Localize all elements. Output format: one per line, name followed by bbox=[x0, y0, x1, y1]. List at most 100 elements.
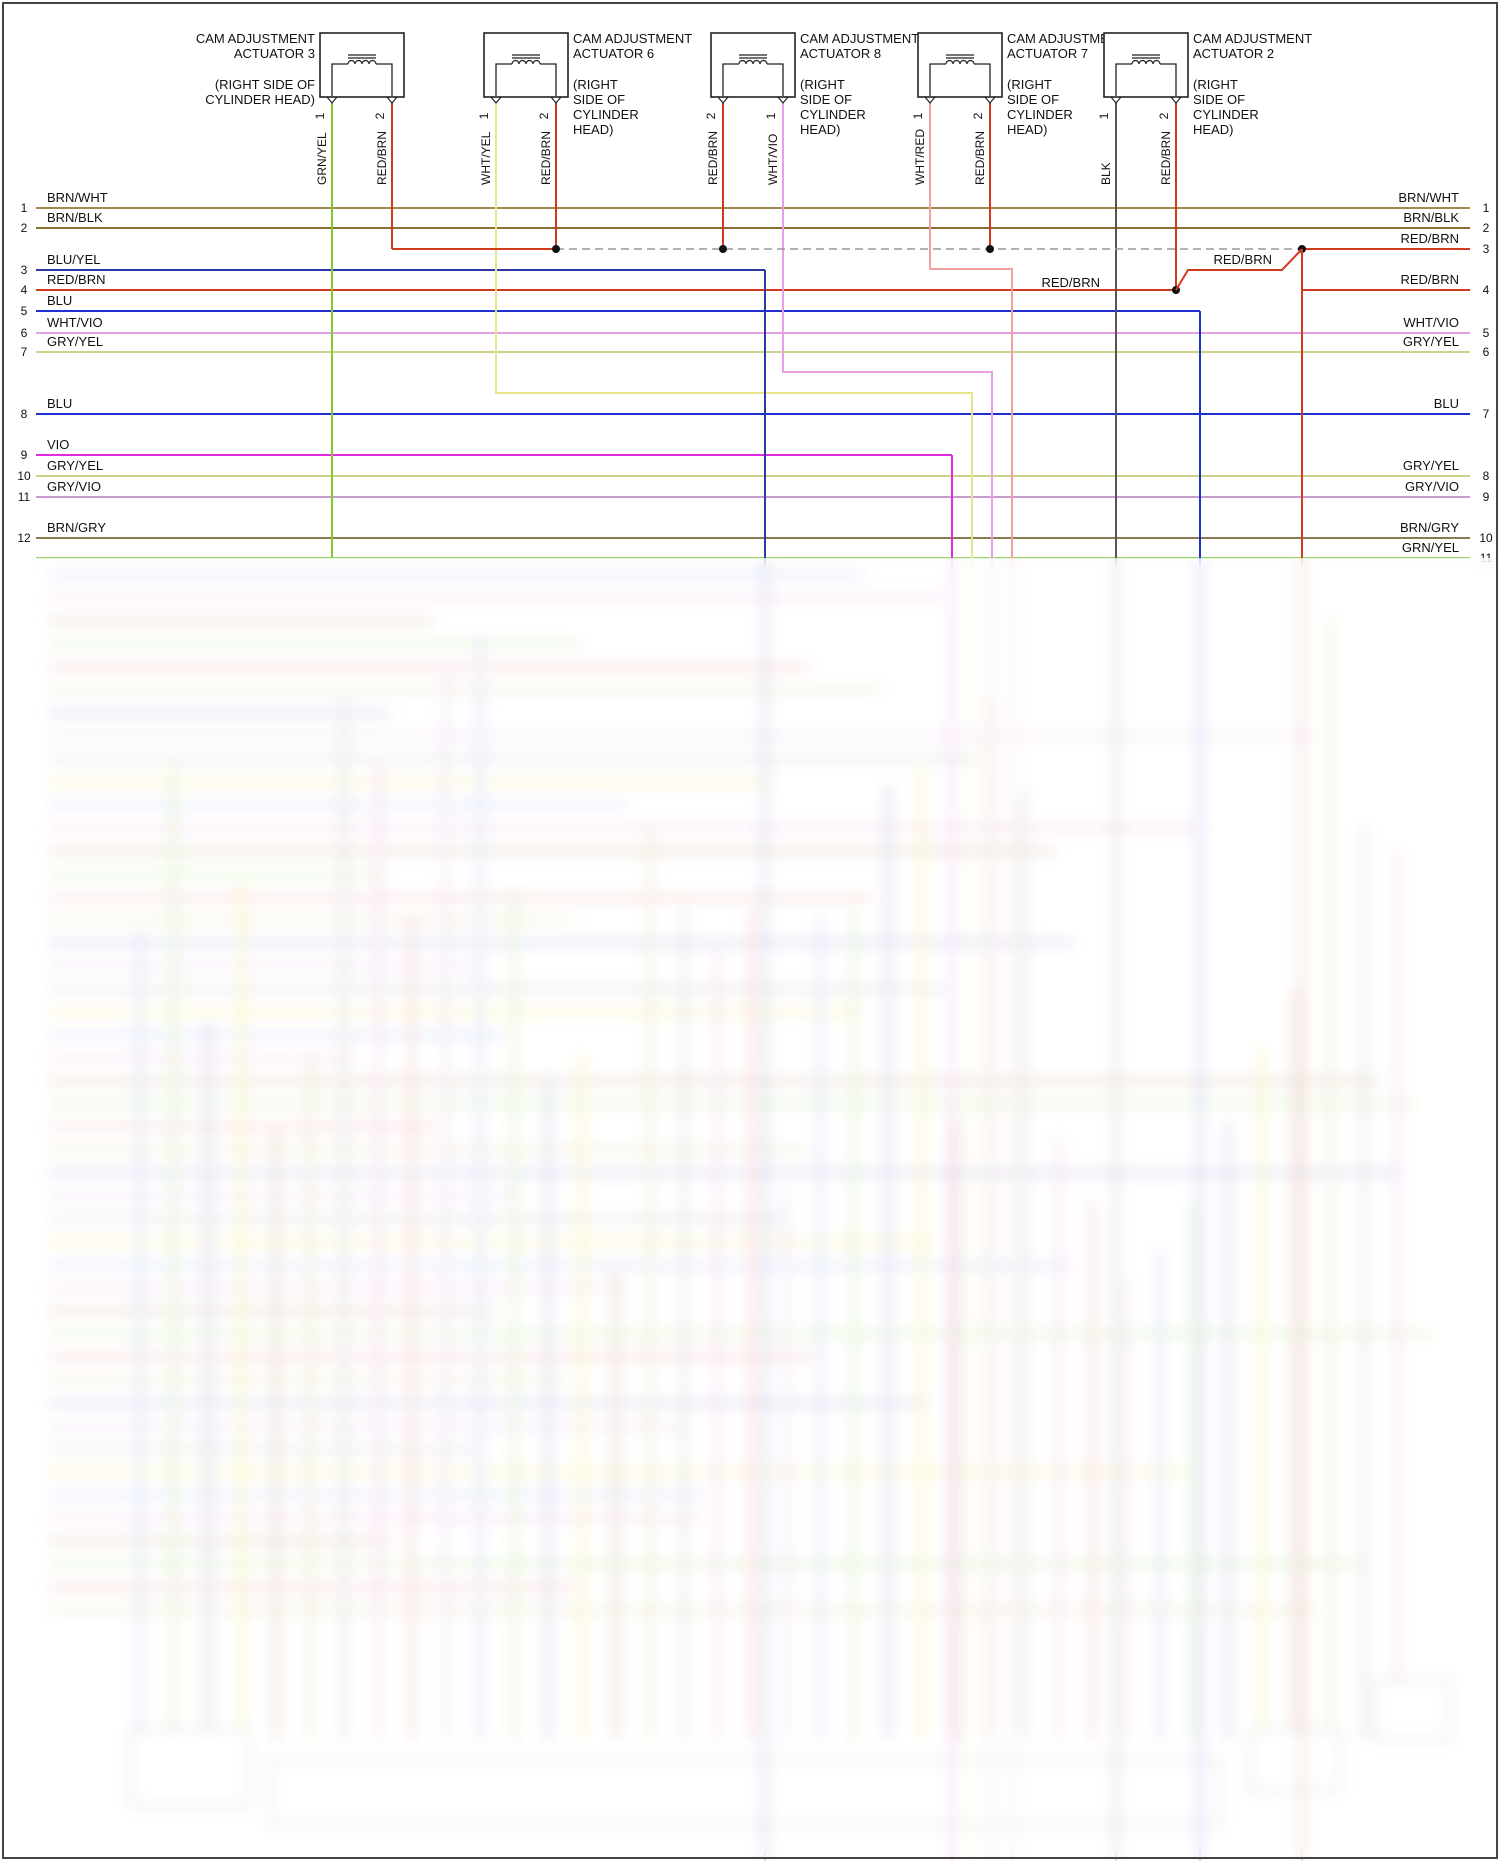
component-location: HEAD) bbox=[800, 122, 840, 137]
pin-number: 1 bbox=[764, 112, 778, 119]
pin-number: 2 bbox=[971, 112, 985, 119]
component-location: CYLINDER bbox=[800, 107, 866, 122]
row-label-right: GRY/YEL bbox=[1403, 458, 1459, 473]
component-location: (RIGHT bbox=[1007, 77, 1052, 92]
row-number-right: 7 bbox=[1483, 407, 1490, 421]
component-title: CAM ADJUSTMENT bbox=[1193, 31, 1312, 46]
row-number-left: 6 bbox=[21, 326, 28, 340]
row-number-left: 5 bbox=[21, 304, 28, 318]
wire-label: WHT/VIO bbox=[766, 134, 780, 185]
row-number-left: 1 bbox=[21, 201, 28, 215]
coil-lead bbox=[331, 63, 393, 96]
row-number-right: 8 bbox=[1483, 469, 1490, 483]
splice-point bbox=[552, 245, 560, 253]
row-label-left: GRY/VIO bbox=[47, 479, 101, 494]
pin-terminal bbox=[717, 96, 729, 104]
connector-box bbox=[917, 32, 1003, 98]
row-label-right: WHT/VIO bbox=[1403, 315, 1459, 330]
component-location: HEAD) bbox=[573, 122, 613, 137]
pin-terminal bbox=[924, 96, 936, 104]
connector-box bbox=[319, 32, 405, 98]
pin-terminal bbox=[490, 96, 502, 104]
wire-label: BLK bbox=[1099, 162, 1113, 185]
pin-terminal bbox=[984, 96, 996, 104]
row-number-left: 2 bbox=[21, 221, 28, 235]
coil-lead bbox=[495, 63, 557, 96]
connector-box bbox=[710, 32, 796, 98]
component-location: CYLINDER bbox=[573, 107, 639, 122]
component-location: HEAD) bbox=[1193, 122, 1233, 137]
component-location: SIDE OF bbox=[1193, 92, 1245, 107]
splice-point bbox=[719, 245, 727, 253]
wire-label: RED/BRN bbox=[1213, 252, 1272, 267]
wire-label: RED/BRN bbox=[973, 131, 987, 185]
coil-winding bbox=[532, 59, 541, 65]
row-number-left: 7 bbox=[21, 345, 28, 359]
component-location: (RIGHT bbox=[1193, 77, 1238, 92]
row-label-right: BRN/WHT bbox=[1398, 190, 1459, 205]
wire-label: RED/BRN bbox=[1041, 275, 1100, 290]
component-location: SIDE OF bbox=[573, 92, 625, 107]
row-number-left: 4 bbox=[21, 283, 28, 297]
row-label-left: WHT/VIO bbox=[47, 315, 103, 330]
component-location: SIDE OF bbox=[1007, 92, 1059, 107]
wire-label: RED/BRN bbox=[1159, 131, 1173, 185]
row-number-left: 12 bbox=[17, 531, 31, 545]
row-label-left: BLU/YEL bbox=[47, 252, 100, 267]
row-label-left: GRY/YEL bbox=[47, 334, 103, 349]
pin-number: 2 bbox=[1157, 112, 1171, 119]
component-title: CAM ADJUSTMENT bbox=[1007, 31, 1126, 46]
coil-lead bbox=[1115, 63, 1177, 96]
component-title: ACTUATOR 2 bbox=[1193, 46, 1274, 61]
wire-label: RED/BRN bbox=[375, 131, 389, 185]
splice-point bbox=[986, 245, 994, 253]
wire-label: WHT/RED bbox=[913, 129, 927, 185]
component-location: CYLINDER HEAD) bbox=[205, 92, 315, 107]
row-number-right: 3 bbox=[1483, 242, 1490, 256]
pin-terminal bbox=[326, 96, 338, 104]
row-label-right: RED/BRN bbox=[1400, 231, 1459, 246]
pin-number: 1 bbox=[477, 112, 491, 119]
wire-label: RED/BRN bbox=[706, 131, 720, 185]
row-number-right: 9 bbox=[1483, 490, 1490, 504]
obscured-region bbox=[0, 558, 1500, 1861]
pin-terminal bbox=[386, 96, 398, 104]
pin-terminal bbox=[777, 96, 789, 104]
coil-winding bbox=[1152, 59, 1161, 65]
row-label-right: BLU bbox=[1434, 396, 1459, 411]
component-title: CAM ADJUSTMENT bbox=[573, 31, 692, 46]
row-label-left: BLU bbox=[47, 293, 72, 308]
row-number-left: 10 bbox=[17, 469, 31, 483]
row-number-right: 6 bbox=[1483, 345, 1490, 359]
coil-lead bbox=[929, 63, 991, 96]
row-number-right: 4 bbox=[1483, 283, 1490, 297]
component-title: ACTUATOR 7 bbox=[1007, 46, 1088, 61]
pin-number: 1 bbox=[313, 112, 327, 119]
row-number-right: 10 bbox=[1479, 531, 1493, 545]
component-location: CYLINDER bbox=[1007, 107, 1073, 122]
row-number-right: 1 bbox=[1483, 201, 1490, 215]
pin-terminal bbox=[1170, 96, 1182, 104]
coil-winding bbox=[759, 59, 768, 65]
coil-winding bbox=[966, 59, 975, 65]
row-number-right: 5 bbox=[1483, 326, 1490, 340]
row-labels: RED/BRN RED/BRN 1 BRN/WHT 2 BRN/BLK 3 BLU/YEL 4 R… bbox=[17, 190, 1493, 565]
component-location: (RIGHT bbox=[800, 77, 845, 92]
row-label-right: RED/BRN bbox=[1400, 272, 1459, 287]
pin-number: 2 bbox=[537, 112, 551, 119]
connector-box bbox=[1103, 32, 1189, 98]
row-label-right: GRN/YEL bbox=[1402, 540, 1459, 555]
row-number-right: 2 bbox=[1483, 221, 1490, 235]
pin-number: 2 bbox=[373, 112, 387, 119]
pin-number: 2 bbox=[704, 112, 718, 119]
wire-label: WHT/YEL bbox=[479, 131, 493, 185]
wire-label: RED/BRN bbox=[539, 131, 553, 185]
component-location: CYLINDER bbox=[1193, 107, 1259, 122]
wire-label: GRN/YEL bbox=[315, 132, 329, 185]
component-title: ACTUATOR 6 bbox=[573, 46, 654, 61]
row-number-left: 11 bbox=[18, 490, 31, 504]
pin-terminal bbox=[550, 96, 562, 104]
